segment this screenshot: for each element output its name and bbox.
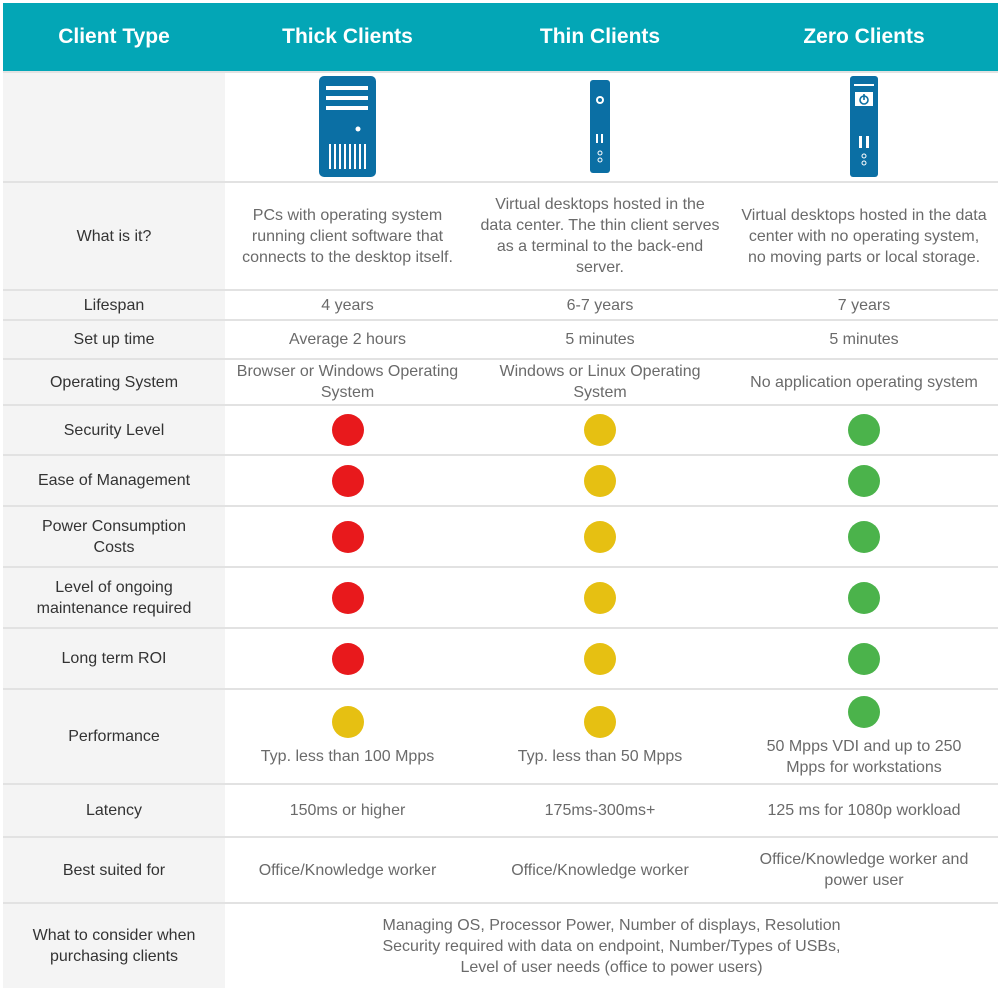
thick-ease-of-management-cell xyxy=(225,454,470,505)
zero-long-term-roi-cell xyxy=(730,627,998,688)
red-rating-dot xyxy=(331,464,364,497)
zero-power-consumption-costs-cell xyxy=(730,505,998,566)
row-label-best-suited-for: Best suited for xyxy=(3,836,225,902)
row-label-set-up-time: Set up time xyxy=(3,319,225,358)
green-rating-dot xyxy=(848,581,880,614)
red-rating-dot xyxy=(331,414,364,446)
thin-ease-of-management-cell xyxy=(470,454,730,505)
green-rating-dot xyxy=(848,464,880,497)
performance-value: 50 Mpps VDI and up to 250 Mpps for works… xyxy=(766,737,962,776)
thick-security-level-cell xyxy=(225,404,470,454)
green-rating-dot xyxy=(848,414,880,446)
row-label-latency: Latency xyxy=(3,783,225,836)
comparison-table: Client Type Thick Clients Thin Clients Z… xyxy=(3,3,998,988)
header-thick-clients: Thick Clients xyxy=(225,3,470,71)
thick-level-of-ongoing-maintenance-required-cell xyxy=(225,566,470,627)
zero-operating-system-value: No application operating system xyxy=(730,358,998,404)
thick-lifespan-value: 4 years xyxy=(225,289,470,319)
zero-set-up-time-value: 5 minutes xyxy=(730,319,998,358)
thick-client-icon-cell xyxy=(225,71,470,181)
thin-level-of-ongoing-maintenance-required-cell xyxy=(470,566,730,627)
red-rating-dot xyxy=(331,642,364,675)
thick-latency-value: 150ms or higher xyxy=(225,783,470,836)
consider-value: Managing OS, Processor Power, Number of … xyxy=(225,902,998,988)
zero-latency-value: 125 ms for 1080p workload xyxy=(730,783,998,836)
zero-ease-of-management-cell xyxy=(730,454,998,505)
green-rating-dot xyxy=(848,642,880,675)
thin-client-icon xyxy=(590,80,610,173)
thick-best-suited-for-value: Office/Knowledge worker xyxy=(225,836,470,902)
thin-latency-value: 175ms-300ms+ xyxy=(470,783,730,836)
header-thin-clients: Thin Clients xyxy=(470,3,730,71)
zero-client-icon-cell xyxy=(730,71,998,181)
row-label-what-is-it: What is it? xyxy=(3,181,225,289)
icon-row-label xyxy=(3,71,225,181)
thin-security-level-cell xyxy=(470,404,730,454)
consider-line: Managing OS, Processor Power, Number of … xyxy=(382,916,841,934)
green-rating-dot xyxy=(848,520,880,553)
thick-long-term-roi-cell xyxy=(225,627,470,688)
row-label-lifespan: Lifespan xyxy=(3,289,225,319)
green-rating-dot xyxy=(848,695,880,728)
zero-lifespan-value: 7 years xyxy=(730,289,998,319)
yellow-rating-dot xyxy=(584,464,616,497)
row-label-security-level: Security Level xyxy=(3,404,225,454)
thin-set-up-time-value: 5 minutes xyxy=(470,319,730,358)
header-zero-clients: Zero Clients xyxy=(730,3,998,71)
thick-performance-cell: Typ. less than 100 Mpps xyxy=(225,688,470,783)
row-label-consider: What to consider when purchasing clients xyxy=(3,902,225,988)
thin-long-term-roi-cell xyxy=(470,627,730,688)
yellow-rating-dot xyxy=(584,520,616,553)
row-label-performance: Performance xyxy=(3,688,225,783)
thick-what-is-it-value: PCs with operating system running client… xyxy=(225,181,470,289)
row-label-level-of-ongoing-maintenance-required: Level of ongoing maintenance required xyxy=(3,566,225,627)
row-label-power-consumption-costs: Power Consumption Costs xyxy=(3,505,225,566)
zero-performance-cell: 50 Mpps VDI and up to 250 Mpps for works… xyxy=(730,688,998,783)
row-label-ease-of-management: Ease of Management xyxy=(3,454,225,505)
yellow-rating-dot xyxy=(331,706,364,738)
consider-line: Level of user needs (office to power use… xyxy=(460,958,763,976)
zero-security-level-cell xyxy=(730,404,998,454)
thin-what-is-it-value: Virtual desktops hosted in the data cent… xyxy=(470,181,730,289)
zero-client-icon xyxy=(850,76,878,177)
thin-lifespan-value: 6-7 years xyxy=(470,289,730,319)
yellow-rating-dot xyxy=(584,581,616,614)
thick-power-consumption-costs-cell xyxy=(225,505,470,566)
thin-operating-system-value: Windows or Linux Operating System xyxy=(470,358,730,404)
red-rating-dot xyxy=(331,520,364,553)
row-label-long-term-roi: Long term ROI xyxy=(3,627,225,688)
thick-operating-system-value: Browser or Windows Operating System xyxy=(225,358,470,404)
performance-value: Typ. less than 100 Mpps xyxy=(260,748,435,765)
thin-client-icon-cell xyxy=(470,71,730,181)
red-rating-dot xyxy=(331,581,364,614)
desktop-tower-icon xyxy=(318,76,376,177)
yellow-rating-dot xyxy=(584,642,616,675)
zero-best-suited-for-value: Office/Knowledge worker and power user xyxy=(730,836,998,902)
zero-what-is-it-value: Virtual desktops hosted in the data cent… xyxy=(730,181,998,289)
consider-line: Security required with data on endpoint,… xyxy=(382,937,841,955)
zero-level-of-ongoing-maintenance-required-cell xyxy=(730,566,998,627)
thick-set-up-time-value: Average 2 hours xyxy=(225,319,470,358)
header-client-type: Client Type xyxy=(3,3,225,71)
row-label-operating-system: Operating System xyxy=(3,358,225,404)
thin-power-consumption-costs-cell xyxy=(470,505,730,566)
yellow-rating-dot xyxy=(584,706,616,738)
performance-value: Typ. less than 50 Mpps xyxy=(517,748,683,765)
thin-best-suited-for-value: Office/Knowledge worker xyxy=(470,836,730,902)
thin-performance-cell: Typ. less than 50 Mpps xyxy=(470,688,730,783)
yellow-rating-dot xyxy=(584,414,616,446)
